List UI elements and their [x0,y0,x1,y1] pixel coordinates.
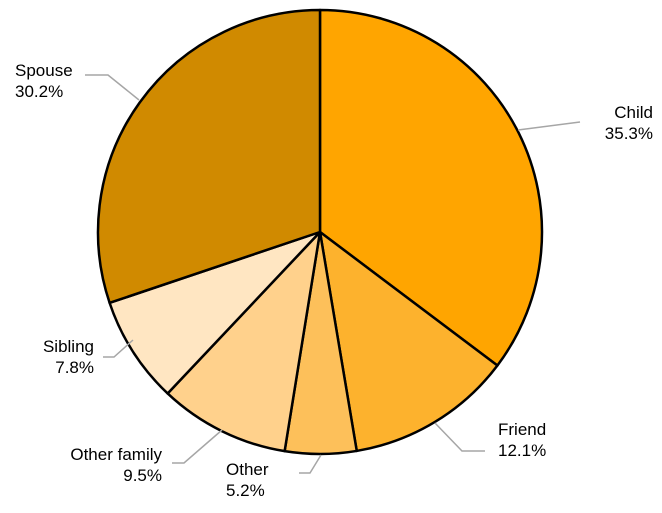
leader-line-child [517,121,581,131]
slice-value-label: 5.2% [226,481,265,500]
leader-line-sibling [103,339,134,358]
data-label-other: Other 5.2% [226,460,269,500]
data-label-other-family: Other family 9.5% [70,445,162,485]
slice-value-label: 35.3% [605,124,653,143]
data-label-sibling: Sibling 7.8% [43,337,94,377]
data-label-friend: Friend 12.1% [498,420,546,460]
pie-slices [96,8,544,456]
pie-slice-friend [318,230,499,453]
slice-category-label: Other [226,460,269,479]
slice-category-label: Sibling [43,337,94,356]
slice-value-label: 7.8% [55,358,94,377]
data-label-spouse: Spouse 30.2% [15,61,73,101]
slice-value-label: 9.5% [123,466,162,485]
leader-line-friend [434,422,485,452]
pie-slice-spouse [96,8,322,305]
leader-line-other [299,454,322,474]
pie-leader-lines [85,74,581,474]
pie-slice-child [318,8,544,367]
leader-line-spouse [85,74,140,101]
pie-data-labels: Child 35.3% Friend 12.1% Other 5.2% Other fami… [15,61,653,500]
slice-category-label: Other family [70,445,162,464]
leader-line-other-family [172,429,223,464]
slice-value-label: 30.2% [15,82,63,101]
slice-category-label: Friend [498,420,546,439]
pie-slice-sibling [108,230,322,395]
slice-category-label: Child [614,103,653,122]
slice-category-label: Spouse [15,61,73,80]
data-label-child: Child 35.3% [605,103,653,143]
slice-value-label: 12.1% [498,441,546,460]
